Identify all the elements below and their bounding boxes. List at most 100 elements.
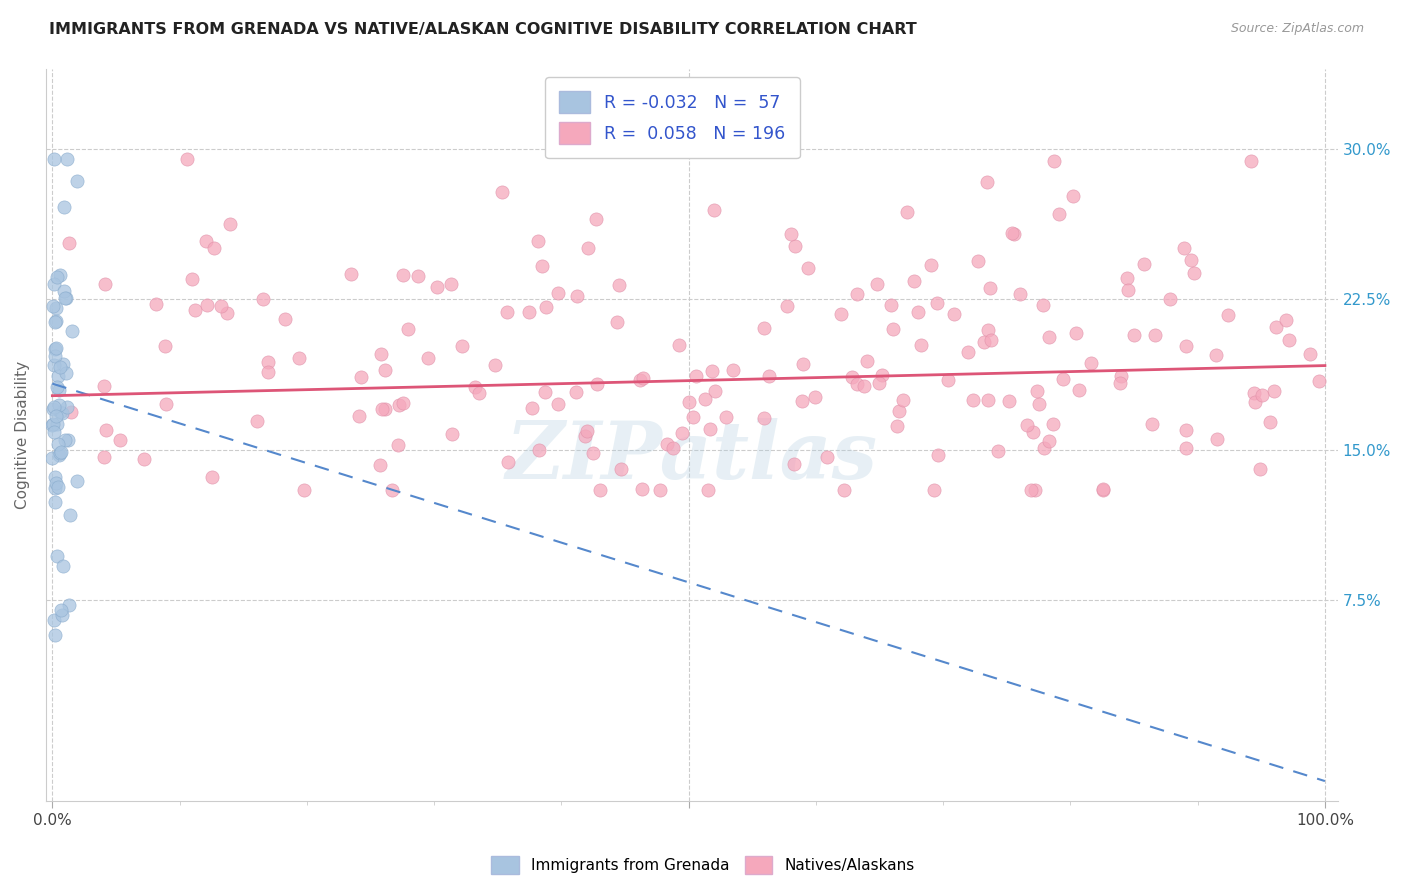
Point [44,342,66,356]
Point [1025,384,1047,398]
Point [1038,330,1060,344]
Point [1263,384,1285,399]
Point [42,401,65,416]
Point [371,402,394,417]
Point [662,441,685,455]
Point [565,289,588,303]
Point [215,306,238,320]
Point [42,425,65,440]
Point [832,483,855,497]
Point [790,394,813,409]
Point [257,355,280,369]
Point [287,351,309,365]
Point [962,393,984,408]
Point [392,268,415,283]
Point [42,358,65,372]
Point [44,315,66,329]
Text: ZIPatlas: ZIPatlas [506,418,877,496]
Point [49,444,72,458]
Point [66,475,89,489]
Point [530,259,553,273]
Point [910,338,932,352]
Point [181,272,204,286]
Point [41,299,63,313]
Point [1108,376,1130,391]
Point [1024,483,1046,497]
Point [973,334,995,349]
Point [868,376,890,390]
Point [416,351,439,365]
Point [350,370,373,384]
Point [274,312,297,326]
Point [1275,313,1298,327]
Point [388,398,411,412]
Point [49,446,72,460]
Point [1116,284,1139,298]
Point [45,301,67,316]
Point [1022,425,1045,439]
Point [696,135,718,149]
Point [45,549,67,564]
Point [1028,397,1050,411]
Point [1069,383,1091,397]
Point [108,433,131,447]
Point [752,321,775,335]
Point [1173,241,1195,255]
Point [440,277,463,291]
Legend: Immigrants from Grenada, Natives/Alaskans: Immigrants from Grenada, Natives/Alaskan… [485,850,921,880]
Point [292,483,315,497]
Point [987,444,1010,458]
Point [703,384,725,399]
Point [201,470,224,484]
Point [1123,327,1146,342]
Point [907,304,929,318]
Point [846,287,869,301]
Point [1243,385,1265,400]
Point [41,418,63,433]
Point [53,291,76,305]
Point [44,409,66,423]
Point [93,450,115,464]
Point [45,341,67,355]
Point [792,357,814,371]
Point [678,395,700,409]
Point [576,241,599,255]
Text: Source: ZipAtlas.com: Source: ZipAtlas.com [1230,22,1364,36]
Point [903,274,925,288]
Point [922,483,945,497]
Point [527,442,550,457]
Point [1032,441,1054,455]
Point [1042,154,1064,169]
Point [870,368,893,382]
Point [48,405,70,419]
Point [936,373,959,387]
Point [1243,394,1265,409]
Point [1278,333,1301,347]
Point [1240,153,1263,168]
Point [889,404,911,418]
Point [45,417,67,431]
Point [1299,347,1322,361]
Point [785,238,807,252]
Point [699,422,721,436]
Point [966,254,988,268]
Point [44,469,66,483]
Point [468,385,491,400]
Point [53,433,76,447]
Point [94,423,117,437]
Point [631,483,654,497]
Point [132,452,155,467]
Point [42,277,65,292]
Point [1001,226,1024,240]
Point [1038,434,1060,448]
Point [44,481,66,495]
Point [46,480,69,494]
Point [1143,327,1166,342]
Point [1140,417,1163,432]
Point [1052,372,1074,386]
Point [1015,417,1038,432]
Point [1091,482,1114,496]
Point [896,204,918,219]
Point [45,314,67,328]
Point [1180,252,1202,267]
